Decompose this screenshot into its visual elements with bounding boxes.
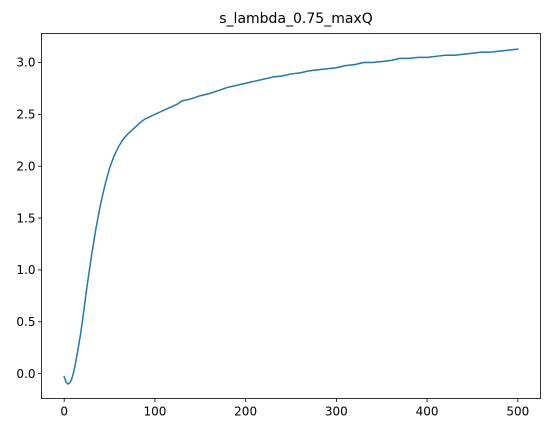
axes-frame — [41, 33, 541, 399]
x-axis: 0 100 200 300 400 500 — [60, 398, 529, 419]
y-tick-label: 3.0 — [16, 56, 35, 70]
x-tick-label: 100 — [143, 405, 166, 419]
plot-area — [63, 48, 519, 385]
x-tick-label: 300 — [325, 405, 348, 419]
x-tick-label: 500 — [506, 405, 529, 419]
y-axis: 0.0 0.5 1.0 1.5 2.0 2.5 3.0 — [16, 56, 42, 381]
y-tick-label: 0.5 — [16, 315, 35, 329]
y-tick-label: 0.0 — [16, 367, 35, 381]
y-tick-label: 1.5 — [16, 211, 35, 225]
x-tick-label: 200 — [234, 405, 257, 419]
y-tick-label: 2.0 — [16, 159, 35, 173]
series-line-0 — [63, 48, 519, 385]
y-tick-label: 1.0 — [16, 263, 35, 277]
y-tick-label: 2.5 — [16, 108, 35, 122]
chart-title: s_lambda_0.75_maxQ — [219, 11, 372, 27]
x-tick-label: 400 — [416, 405, 439, 419]
x-tick-label: 0 — [60, 405, 68, 419]
